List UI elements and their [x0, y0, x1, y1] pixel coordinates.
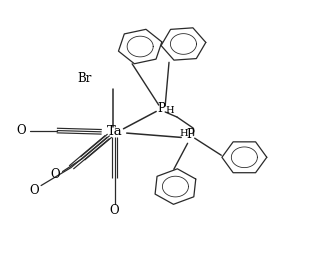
Text: O: O	[110, 204, 119, 217]
Text: O: O	[29, 184, 39, 197]
Text: O: O	[16, 124, 26, 137]
Text: Ta: Ta	[107, 125, 122, 138]
Text: P: P	[157, 102, 165, 115]
Text: O: O	[50, 168, 60, 181]
Text: P: P	[186, 128, 194, 141]
Text: H: H	[179, 129, 188, 137]
Text: Br: Br	[78, 72, 92, 85]
Text: H: H	[165, 106, 174, 115]
